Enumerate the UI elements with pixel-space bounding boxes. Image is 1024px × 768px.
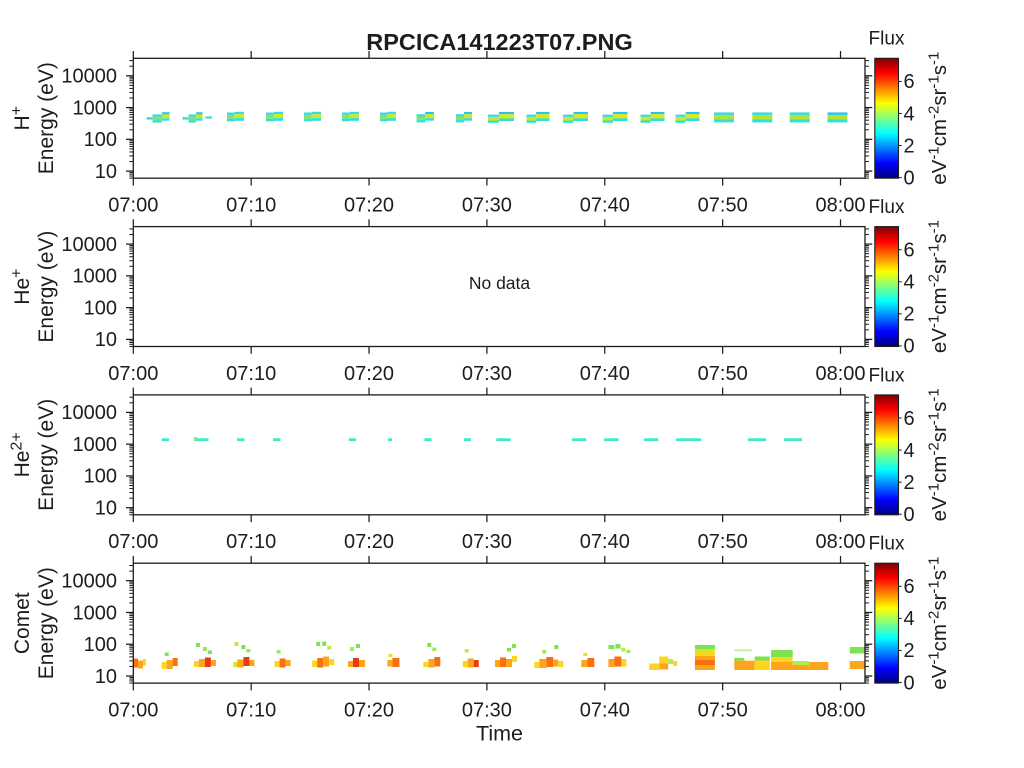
svg-text:07:30: 07:30 bbox=[462, 363, 512, 385]
svg-text:Energy (eV): Energy (eV) bbox=[35, 231, 58, 343]
svg-text:Energy (eV): Energy (eV) bbox=[35, 399, 58, 511]
svg-text:07:10: 07:10 bbox=[226, 699, 276, 721]
svg-text:08:00: 08:00 bbox=[815, 195, 865, 217]
svg-text:07:50: 07:50 bbox=[698, 195, 748, 217]
svg-text:10000: 10000 bbox=[61, 234, 117, 256]
svg-text:4: 4 bbox=[904, 103, 915, 125]
svg-text:4: 4 bbox=[904, 608, 915, 630]
svg-text:08:00: 08:00 bbox=[815, 531, 865, 553]
svg-text:6: 6 bbox=[904, 71, 915, 93]
svg-text:0: 0 bbox=[904, 672, 915, 694]
svg-text:Energy (eV): Energy (eV) bbox=[35, 62, 58, 174]
svg-text:eV-1cm-2sr-1s-1: eV-1cm-2sr-1s-1 bbox=[926, 52, 952, 185]
svg-text:He+: He+ bbox=[9, 268, 35, 304]
svg-text:100: 100 bbox=[84, 466, 117, 488]
svg-text:07:00: 07:00 bbox=[108, 531, 158, 553]
svg-text:10: 10 bbox=[95, 329, 117, 351]
svg-text:1000: 1000 bbox=[73, 266, 118, 288]
svg-text:eV-1cm-2sr-1s-1: eV-1cm-2sr-1s-1 bbox=[926, 557, 952, 690]
svg-text:2: 2 bbox=[904, 640, 915, 662]
svg-text:07:30: 07:30 bbox=[462, 699, 512, 721]
svg-text:2: 2 bbox=[904, 472, 915, 494]
svg-text:6: 6 bbox=[904, 576, 915, 598]
svg-text:10000: 10000 bbox=[61, 402, 117, 424]
svg-text:08:00: 08:00 bbox=[815, 699, 865, 721]
svg-text:6: 6 bbox=[904, 408, 915, 430]
svg-text:07:00: 07:00 bbox=[108, 363, 158, 385]
svg-text:No data: No data bbox=[469, 273, 531, 293]
svg-text:4: 4 bbox=[904, 440, 915, 462]
svg-text:07:20: 07:20 bbox=[344, 699, 394, 721]
svg-text:07:10: 07:10 bbox=[226, 195, 276, 217]
svg-text:Comet: Comet bbox=[11, 592, 34, 654]
svg-text:07:00: 07:00 bbox=[108, 195, 158, 217]
svg-text:0: 0 bbox=[904, 336, 915, 358]
svg-text:07:10: 07:10 bbox=[226, 363, 276, 385]
svg-text:07:20: 07:20 bbox=[344, 531, 394, 553]
svg-text:07:40: 07:40 bbox=[580, 699, 630, 721]
svg-text:Time: Time bbox=[476, 721, 523, 745]
svg-text:0: 0 bbox=[904, 167, 915, 189]
svg-text:0: 0 bbox=[904, 504, 915, 526]
svg-text:07:00: 07:00 bbox=[108, 699, 158, 721]
svg-text:1000: 1000 bbox=[73, 434, 118, 456]
svg-text:07:40: 07:40 bbox=[580, 363, 630, 385]
svg-text:10: 10 bbox=[95, 161, 117, 183]
svg-text:1000: 1000 bbox=[73, 97, 118, 119]
svg-text:07:50: 07:50 bbox=[698, 363, 748, 385]
svg-text:07:30: 07:30 bbox=[462, 531, 512, 553]
svg-text:08:00: 08:00 bbox=[815, 363, 865, 385]
svg-text:Flux: Flux bbox=[869, 197, 905, 218]
svg-text:07:40: 07:40 bbox=[580, 195, 630, 217]
svg-text:Flux: Flux bbox=[869, 365, 905, 386]
svg-text:10000: 10000 bbox=[61, 66, 117, 88]
svg-text:07:20: 07:20 bbox=[344, 363, 394, 385]
svg-text:07:50: 07:50 bbox=[698, 699, 748, 721]
svg-text:100: 100 bbox=[84, 634, 117, 656]
svg-text:10: 10 bbox=[95, 498, 117, 520]
svg-text:07:30: 07:30 bbox=[462, 195, 512, 217]
svg-text:100: 100 bbox=[84, 297, 117, 319]
svg-text:07:50: 07:50 bbox=[698, 531, 748, 553]
svg-text:RPCICA141223T07.PNG: RPCICA141223T07.PNG bbox=[366, 29, 632, 55]
svg-text:Energy (eV): Energy (eV) bbox=[35, 567, 58, 679]
svg-text:07:40: 07:40 bbox=[580, 531, 630, 553]
svg-text:Flux: Flux bbox=[869, 29, 905, 50]
svg-text:1000: 1000 bbox=[73, 602, 118, 624]
svg-text:100: 100 bbox=[84, 129, 117, 151]
svg-text:6: 6 bbox=[904, 240, 915, 262]
svg-text:07:10: 07:10 bbox=[226, 531, 276, 553]
svg-text:10000: 10000 bbox=[61, 571, 117, 593]
svg-text:2: 2 bbox=[904, 304, 915, 326]
svg-text:07:20: 07:20 bbox=[344, 195, 394, 217]
svg-text:10: 10 bbox=[95, 666, 117, 688]
svg-text:4: 4 bbox=[904, 272, 915, 294]
svg-text:2: 2 bbox=[904, 135, 915, 157]
svg-text:Flux: Flux bbox=[869, 534, 905, 555]
